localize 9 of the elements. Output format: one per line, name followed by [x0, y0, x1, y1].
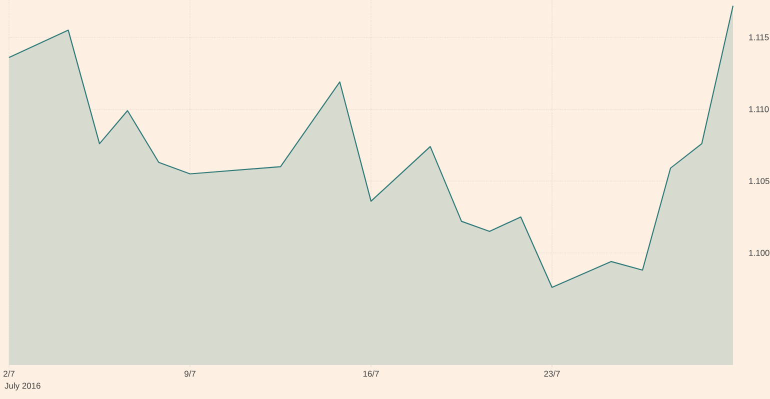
- y-tick-label: 1.115: [749, 34, 769, 40]
- y-tick-label: 1.105: [749, 178, 770, 184]
- x-tick-label: 9/7: [184, 370, 196, 377]
- y-tick-label: 1.100: [749, 250, 770, 256]
- x-tick-label: 16/7: [363, 370, 379, 377]
- x-axis-title: July 2016: [4, 382, 40, 390]
- x-tick-label: 2/7: [4, 370, 14, 377]
- x-tick-label: 23/7: [544, 370, 560, 377]
- y-tick-label: 1.110: [749, 106, 769, 112]
